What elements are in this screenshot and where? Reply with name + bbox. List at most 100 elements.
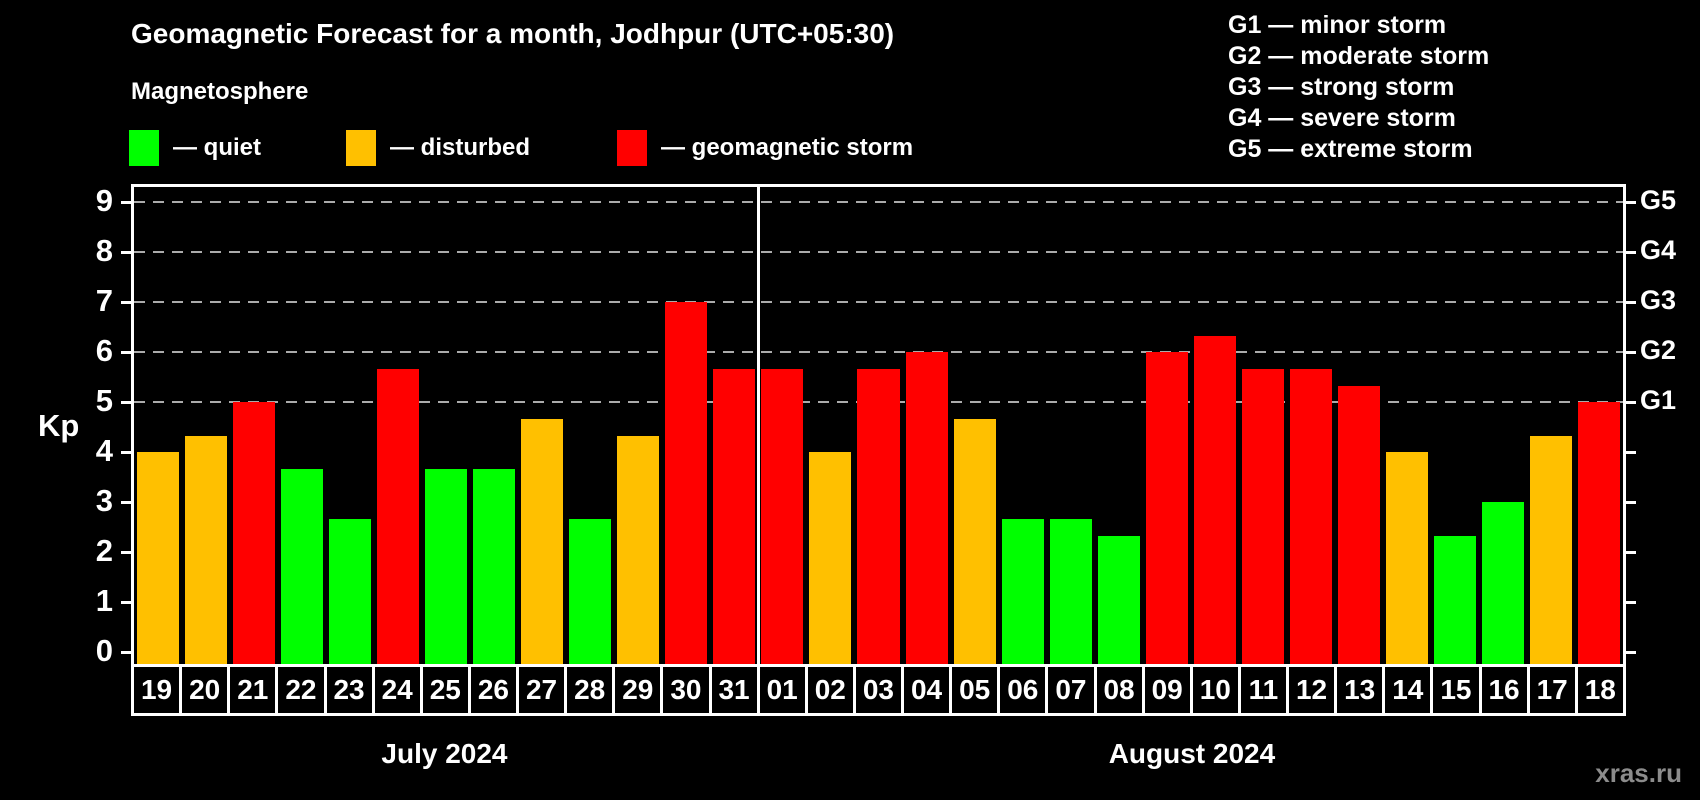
right-axis-label-g3: G3 (1640, 285, 1677, 315)
date-cell-july-22: 22 (278, 667, 327, 713)
date-cell-august-06: 06 (1000, 667, 1049, 713)
y-tick-label-4: 4 (95, 433, 113, 468)
kp-bar-july-21 (233, 402, 276, 664)
legend-label-quiet: — quiet (173, 134, 261, 161)
kp-bar-august-14 (1385, 452, 1428, 664)
left-tick-kp3 (121, 501, 131, 504)
date-cell-july-24: 24 (375, 667, 423, 713)
kp-bar-august-11 (1241, 368, 1284, 664)
date-cell-august-04: 04 (904, 667, 953, 713)
legend-item-disturbed: — disturbed (346, 128, 530, 168)
left-tick-kp2 (121, 551, 131, 554)
date-cell-july-19: 19 (134, 667, 183, 713)
legend-label-storm: — geomagnetic storm (661, 134, 914, 161)
left-tick-kp8 (121, 251, 131, 254)
date-cell-july-26: 26 (471, 667, 519, 713)
right-tick-kp4 (1626, 451, 1636, 454)
kp-bar-july-23 (329, 518, 372, 664)
left-tick-kp4 (121, 451, 131, 454)
y-tick-label-6: 6 (95, 333, 113, 368)
date-cell-august-05: 05 (952, 667, 1001, 713)
date-cell-august-01: 01 (760, 667, 808, 713)
date-cell-july-23: 23 (327, 667, 375, 713)
kp-bar-august-03 (857, 368, 900, 664)
right-axis-label-g4: G4 (1640, 235, 1677, 265)
left-tick-kp9 (121, 201, 131, 204)
g-legend-row-g2: G2 — moderate storm (1228, 42, 1490, 70)
legend-swatch-quiet (129, 130, 159, 166)
right-axis-label-g5: G5 (1640, 185, 1677, 215)
kp-bar-august-16 (1481, 502, 1524, 664)
g-legend-row-g1: G1 — minor storm (1228, 11, 1447, 39)
legend-swatch-storm (617, 130, 647, 166)
kp-bar-july-22 (281, 468, 324, 664)
right-tick-kp8 (1626, 251, 1636, 254)
date-cell-august-02: 02 (808, 667, 856, 713)
y-tick-label-1: 1 (95, 583, 113, 618)
y-tick-label-3: 3 (95, 483, 113, 518)
left-tick-kp6 (121, 351, 131, 354)
chart-subtitle: Magnetosphere (131, 78, 309, 105)
date-cell-august-10: 10 (1193, 667, 1241, 713)
legend-label-disturbed: — disturbed (390, 134, 531, 161)
date-cell-august-14: 14 (1385, 667, 1434, 713)
kp-bar-august-18 (1577, 402, 1620, 664)
date-cell-july-31: 31 (712, 667, 760, 713)
date-cell-august-08: 08 (1097, 667, 1145, 713)
date-cell-july-28: 28 (567, 667, 616, 713)
date-cell-august-13: 13 (1337, 667, 1386, 713)
kp-bar-august-02 (809, 452, 852, 664)
month-label-july: July 2024 (381, 738, 508, 769)
date-cell-august-17: 17 (1530, 667, 1578, 713)
right-tick-kp2 (1626, 551, 1636, 554)
date-cell-august-03: 03 (856, 667, 904, 713)
chart-title: Geomagnetic Forecast for a month, Jodhpu… (131, 18, 895, 49)
gridline-kp9 (134, 201, 1623, 203)
y-tick-label-9: 9 (95, 183, 113, 218)
date-cell-august-12: 12 (1289, 667, 1338, 713)
g-legend-row-g4: G4 — severe storm (1228, 104, 1456, 132)
kp-bar-august-10 (1193, 335, 1236, 664)
watermark-text: xras.ru (1595, 758, 1682, 788)
kp-bar-august-07 (1049, 518, 1092, 664)
right-tick-kp5 (1626, 401, 1636, 404)
legend-item-quiet: — quiet (129, 128, 261, 168)
left-tick-kp0 (121, 651, 131, 654)
g-scale-legend: G1 — minor storm G2 — moderate storm G3 — … (1228, 10, 1489, 165)
kp-bar-july-30 (665, 302, 708, 664)
gridline-kp7 (134, 301, 1623, 303)
kp-bar-july-20 (185, 435, 228, 664)
date-cell-july-21: 21 (230, 667, 279, 713)
kp-bar-august-01 (761, 368, 804, 664)
date-axis-row: 19 20 21 22 23 24 25 26 27 28 29 30 31 01 02 03 04 05 06 07… (131, 667, 1626, 716)
right-tick-kp9 (1626, 201, 1636, 204)
date-cell-july-25: 25 (423, 667, 471, 713)
kp-bar-july-29 (617, 435, 660, 664)
date-cell-july-27: 27 (519, 667, 568, 713)
kp-bar-august-13 (1337, 385, 1380, 664)
month-separator-line (756, 187, 760, 664)
g-legend-row-g3: G3 — strong storm (1228, 73, 1455, 101)
kp-bar-july-24 (377, 368, 420, 664)
right-axis-label-g1: G1 (1640, 385, 1677, 415)
kp-bar-august-17 (1529, 435, 1572, 664)
left-tick-kp1 (121, 601, 131, 604)
date-cell-july-20: 20 (182, 667, 231, 713)
kp-bar-august-08 (1097, 535, 1140, 664)
y-tick-label-5: 5 (95, 383, 113, 418)
kp-bar-july-26 (473, 468, 516, 664)
y-tick-label-7: 7 (95, 283, 113, 318)
gridline-kp8 (134, 251, 1623, 253)
kp-bar-august-09 (1145, 352, 1188, 664)
kp-bar-july-25 (425, 468, 468, 664)
gridline-kp6 (134, 351, 1623, 353)
right-tick-kp3 (1626, 501, 1636, 504)
plot-area (131, 184, 1626, 667)
kp-bar-august-12 (1289, 368, 1332, 664)
kp-bar-august-15 (1433, 535, 1476, 664)
date-cell-august-16: 16 (1482, 667, 1530, 713)
kp-bar-july-31 (713, 368, 756, 664)
legend-swatch-disturbed (346, 130, 376, 166)
kp-bar-july-19 (137, 452, 180, 664)
